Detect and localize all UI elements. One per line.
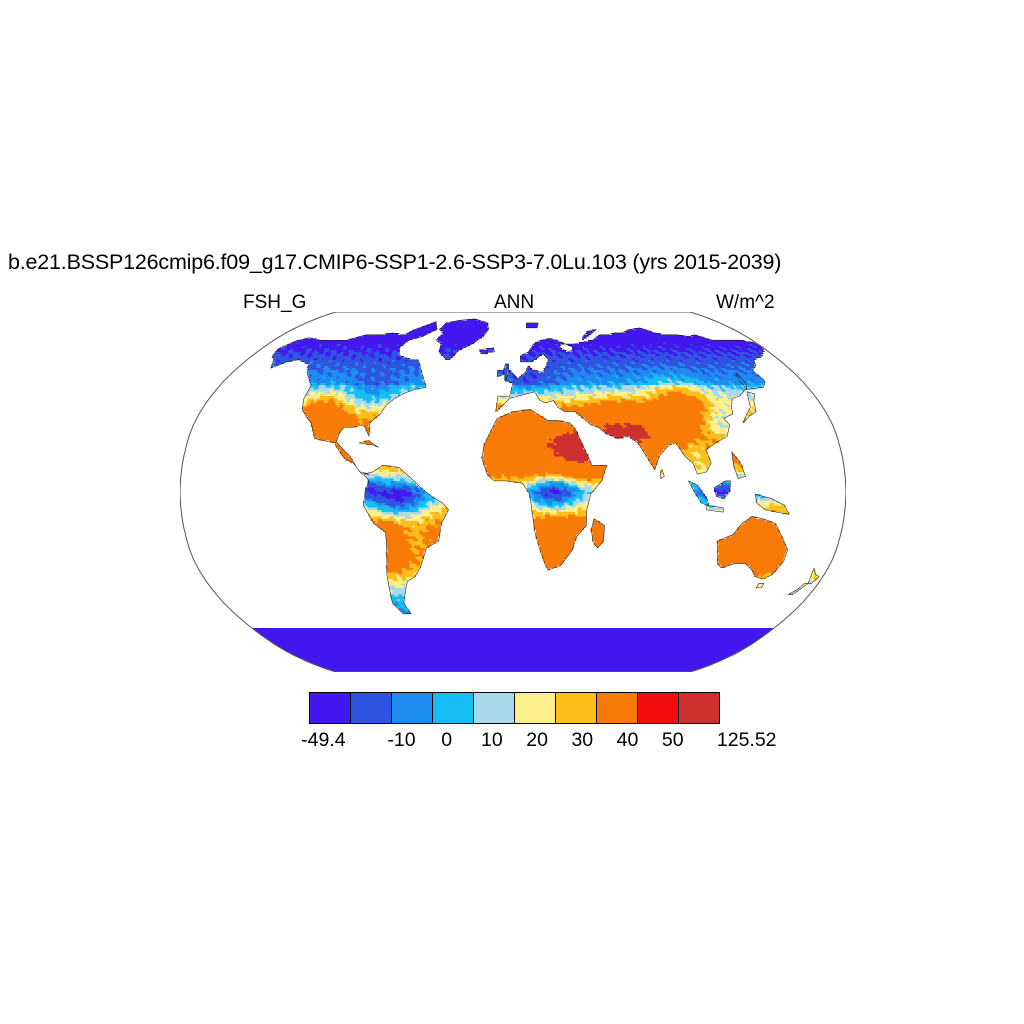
- colorbar-tick-1: -10: [387, 729, 416, 751]
- coastline-ireland: [496, 369, 505, 377]
- coastline-eurasia: [495, 327, 766, 475]
- colorbar: [309, 692, 720, 724]
- colorbar-swatch-9: [679, 693, 719, 723]
- coastline-newguinea: [755, 493, 790, 515]
- coastline-greenland: [435, 318, 489, 361]
- coastline-iceland: [478, 347, 495, 355]
- colorbar-tick-5: 30: [571, 729, 594, 751]
- colorbar-swatch-4: [474, 693, 515, 723]
- coastline-nzealand: [787, 567, 820, 595]
- coastline-cuba: [358, 440, 379, 448]
- colorbar-tick-8: 125.52: [716, 729, 777, 751]
- map-canvas: [180, 312, 846, 672]
- variable-label: FSH_G: [243, 292, 307, 313]
- coastline-java: [706, 505, 724, 513]
- coastline-africa: [481, 409, 607, 571]
- colorbar-tick-labels: -49.4 -10 0 10 20 30 40 50 125.52: [250, 729, 780, 755]
- colorbar-tick-3: 10: [481, 729, 503, 751]
- coastline-novaya: [581, 329, 597, 341]
- page-title: b.e21.BSSP126cmip6.f09_g17.CMIP6-SSP1-2.…: [8, 250, 782, 274]
- coastline-japan: [742, 391, 757, 424]
- coastline-borneo: [714, 480, 732, 499]
- map-boundary: [180, 312, 846, 672]
- season-label: ANN: [494, 292, 535, 313]
- colorbar-tick-0: -49.4: [301, 729, 346, 751]
- colorbar-tick-7: 50: [661, 729, 684, 751]
- colorbar-swatch-7: [597, 693, 638, 723]
- coastline-australia: [717, 516, 788, 580]
- map-fill-layer: [180, 312, 846, 672]
- colorbar-swatch-0: [310, 693, 351, 723]
- coastline-philippines: [731, 451, 746, 479]
- colorbar-swatch-8: [638, 693, 679, 723]
- colorbar-swatch-1: [351, 693, 392, 723]
- colorbar-swatch-5: [515, 693, 556, 723]
- colorbar-swatch-6: [556, 693, 597, 723]
- colorbar-swatch-2: [392, 693, 433, 723]
- units-label: W/m^2: [716, 292, 775, 313]
- coastline-tasmania: [755, 583, 765, 589]
- coastline-madagascar: [591, 518, 605, 549]
- colorbar-swatches: [309, 692, 720, 724]
- world-map: [180, 312, 846, 672]
- coastline-samerica: [363, 464, 449, 615]
- colorbar-swatch-3: [433, 693, 474, 723]
- coastline-namerica: [270, 321, 438, 475]
- colorbar-tick-2: 0: [441, 729, 453, 751]
- colorbar-tick-4: 20: [526, 729, 548, 751]
- colorbar-tick-6: 40: [616, 729, 639, 751]
- coastline-svalbard: [526, 322, 539, 329]
- coastline-sakhalin: [735, 372, 748, 390]
- coastline-srilanka: [660, 469, 665, 479]
